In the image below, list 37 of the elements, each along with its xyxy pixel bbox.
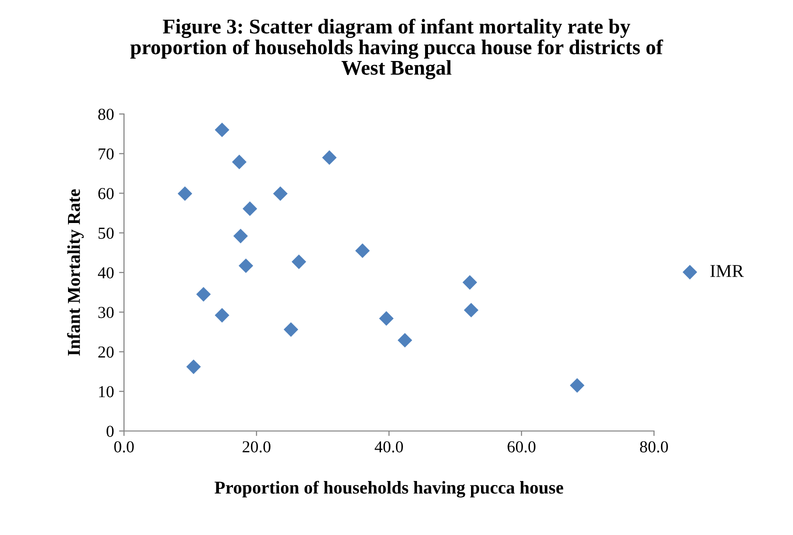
y-axis-title: Infant Mortality Rate bbox=[67, 189, 84, 356]
point bbox=[178, 186, 192, 201]
y-tick-label: 20 bbox=[98, 346, 114, 358]
point bbox=[292, 254, 306, 270]
x-axis-title: Proportion of households having pucca house bbox=[214, 480, 564, 498]
x-tick-label: 40.0 bbox=[374, 441, 403, 453]
point bbox=[214, 308, 230, 323]
point bbox=[214, 122, 230, 138]
point bbox=[322, 150, 337, 165]
y-tick-label: 80 bbox=[98, 108, 114, 120]
point bbox=[379, 311, 394, 326]
y-tick-label: 70 bbox=[98, 148, 114, 160]
point bbox=[196, 287, 211, 302]
point bbox=[232, 154, 247, 170]
y-tick-label: 50 bbox=[98, 228, 114, 239]
y-tick-label: 30 bbox=[98, 306, 114, 318]
y-tick-label: 60 bbox=[98, 188, 114, 200]
point bbox=[570, 378, 584, 393]
point bbox=[233, 228, 248, 244]
point bbox=[355, 243, 370, 258]
point bbox=[242, 201, 258, 216]
y-tick-label: 0 bbox=[106, 426, 114, 437]
y-tick-label: 40 bbox=[98, 267, 114, 278]
point bbox=[398, 332, 412, 348]
point bbox=[273, 186, 288, 201]
x-tick-label: 20.0 bbox=[242, 441, 270, 453]
y-tick-label: 10 bbox=[99, 386, 114, 398]
point bbox=[462, 275, 478, 290]
point bbox=[464, 302, 478, 318]
x-tick-label: 0.0 bbox=[114, 441, 134, 453]
point bbox=[284, 322, 298, 337]
x-tick-label: 60.0 bbox=[508, 441, 536, 453]
chart-title: Figure 3: Scatter diagram of infant mortality rate by proportion of households having pucca house for districts of West Bengal bbox=[130, 18, 664, 80]
point bbox=[238, 258, 254, 274]
legend-label: IMR bbox=[710, 265, 744, 277]
point bbox=[186, 360, 201, 374]
x-tick-label: 80.0 bbox=[640, 441, 668, 453]
